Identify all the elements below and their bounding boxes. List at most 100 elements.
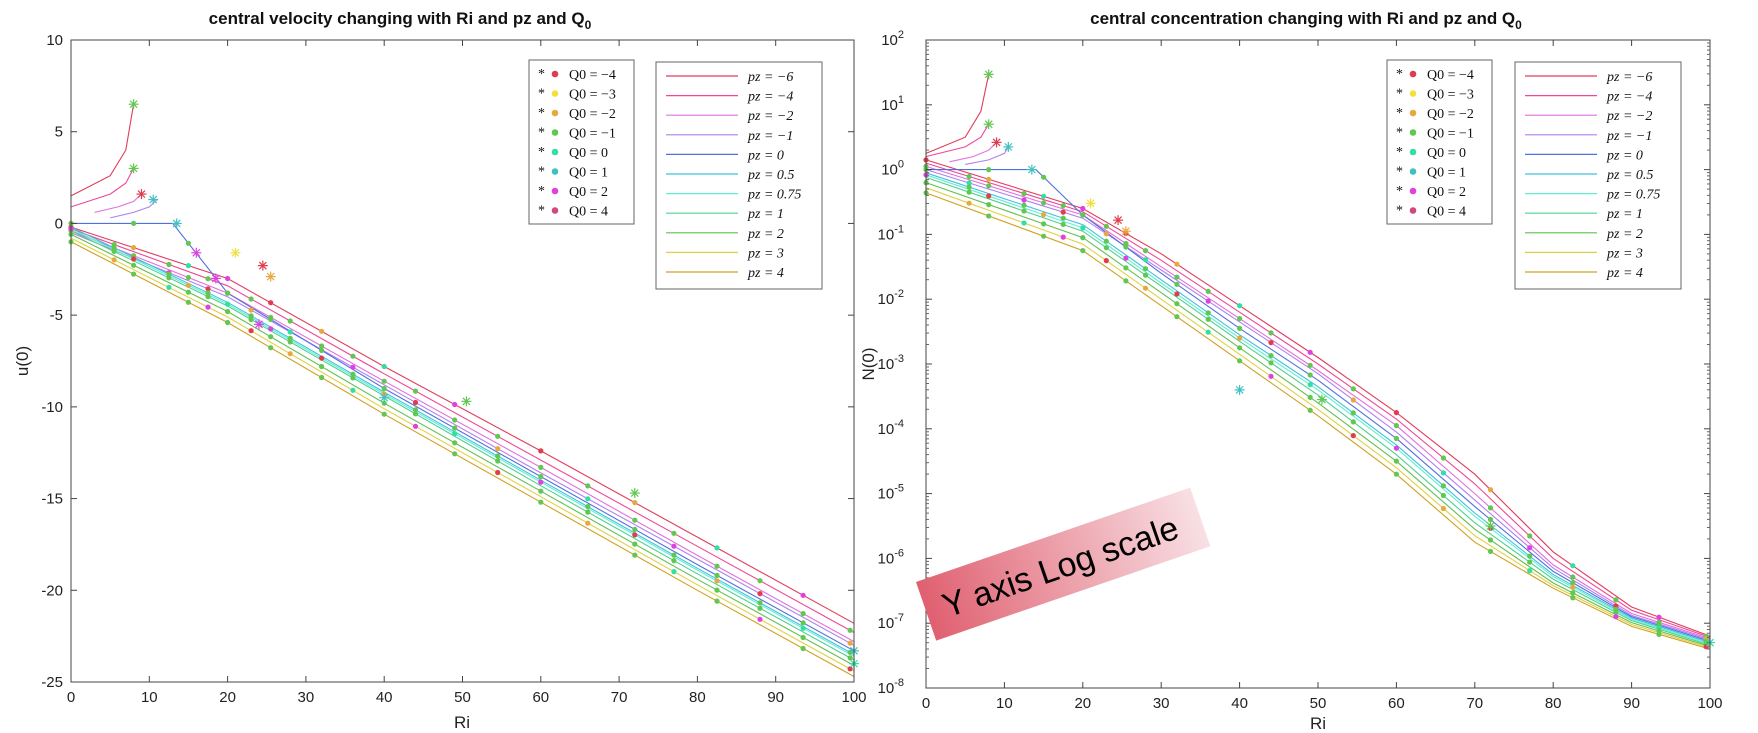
plot-title-velocity: central velocity changing with Ri and pz… <box>209 9 592 32</box>
data-point <box>1142 266 1149 272</box>
legend-star-icon: * <box>538 184 545 199</box>
data-point <box>1487 505 1494 511</box>
y-tick-label: 10 <box>46 32 63 49</box>
data-point <box>1440 455 1446 461</box>
x-tick-label: 90 <box>1623 695 1640 712</box>
data-point <box>1174 291 1180 297</box>
legend-star-icon: * <box>1396 126 1403 141</box>
data-point <box>268 334 274 340</box>
data-point <box>714 598 720 604</box>
data-point <box>248 328 254 334</box>
data-point <box>632 500 638 506</box>
legend-q-entry: Q0 = 4 <box>569 205 608 220</box>
data-point <box>185 282 191 288</box>
data-point <box>1307 382 1313 388</box>
branch-line-3 <box>949 142 997 163</box>
y-tick-label: 102 <box>881 29 904 49</box>
data-point <box>131 262 137 268</box>
legend-pz-entry: pz = 0.5 <box>1606 168 1653 183</box>
star-marker <box>257 260 268 271</box>
data-point <box>714 572 720 579</box>
data-point <box>1080 235 1086 241</box>
data-point <box>111 245 117 251</box>
data-point <box>1440 470 1446 476</box>
data-point <box>1350 397 1356 403</box>
data-point <box>1440 483 1446 489</box>
data-point <box>1142 272 1149 278</box>
legend-star-icon: * <box>538 87 545 102</box>
data-point <box>495 458 501 464</box>
y-tick-label: 10-6 <box>878 547 904 567</box>
data-point <box>1393 445 1399 451</box>
data-point <box>1570 563 1576 569</box>
branch-line-2 <box>70 168 135 208</box>
data-point <box>585 496 591 502</box>
x-tick-label: 10 <box>996 695 1013 712</box>
data-point <box>1613 614 1619 620</box>
data-point <box>319 374 325 381</box>
y-tick-label: 10-2 <box>878 288 904 308</box>
data-point <box>1060 203 1066 209</box>
data-point <box>966 180 972 186</box>
x-tick-label: 40 <box>376 689 393 706</box>
legend-pz-entry: pz = 0 <box>1606 148 1643 163</box>
legend-pz-entry: pz = −2 <box>1606 109 1652 124</box>
data-point <box>350 375 356 381</box>
y-tick-label: -25 <box>41 674 63 691</box>
y-tick-label: 101 <box>881 94 904 114</box>
data-point <box>585 504 591 510</box>
data-point <box>1570 574 1576 580</box>
data-point <box>986 183 992 189</box>
series-line-7 <box>925 174 1711 645</box>
data-point <box>452 417 458 423</box>
data-point <box>632 532 638 538</box>
data-point <box>1307 394 1313 400</box>
legend-dot-icon <box>1409 168 1417 175</box>
data-point <box>757 578 763 584</box>
data-point <box>205 286 211 292</box>
series-line-3 <box>925 165 1711 640</box>
data-point <box>1393 410 1399 416</box>
data-point <box>225 308 231 315</box>
data-point <box>205 294 211 300</box>
data-point <box>205 276 211 282</box>
data-point <box>800 625 806 631</box>
data-point <box>1021 190 1027 197</box>
legend-pz-entry: pz = 0.75 <box>1606 188 1660 203</box>
legend-pz-entry: pz = −2 <box>747 109 793 124</box>
data-point <box>966 173 972 180</box>
data-point <box>1307 362 1313 368</box>
legend-star-icon: * <box>538 204 545 219</box>
data-point <box>1268 353 1274 359</box>
data-point <box>205 304 211 310</box>
y-tick-label: 0 <box>55 215 63 232</box>
log-scale-annotation: Y axis Log scale <box>916 487 1211 641</box>
data-point <box>585 483 591 489</box>
series-line-9 <box>70 233 855 666</box>
series-line-5 <box>926 169 1711 642</box>
data-point <box>1205 288 1211 294</box>
data-point <box>1041 221 1047 227</box>
data-point <box>412 411 419 417</box>
data-point <box>1487 548 1494 555</box>
data-point <box>319 328 325 334</box>
x-tick-label: 20 <box>219 689 236 706</box>
data-point <box>287 351 293 357</box>
star-marker <box>461 396 472 407</box>
data-point <box>452 425 458 431</box>
data-point <box>1527 568 1533 574</box>
legend-star-icon: * <box>1396 67 1403 82</box>
data-point <box>1307 372 1313 378</box>
data-point <box>1440 492 1446 499</box>
data-point <box>350 387 356 393</box>
data-point <box>1527 545 1533 551</box>
series-line-3 <box>70 230 855 643</box>
data-point <box>538 499 544 505</box>
data-point <box>1021 197 1027 203</box>
legend-q-entry: Q0 = −3 <box>1427 88 1474 103</box>
series-line-4 <box>70 232 855 646</box>
legend-pz-entry: pz = 1 <box>747 207 784 222</box>
legend-pz-entry: pz = 2 <box>747 227 784 242</box>
data-point <box>287 335 293 341</box>
